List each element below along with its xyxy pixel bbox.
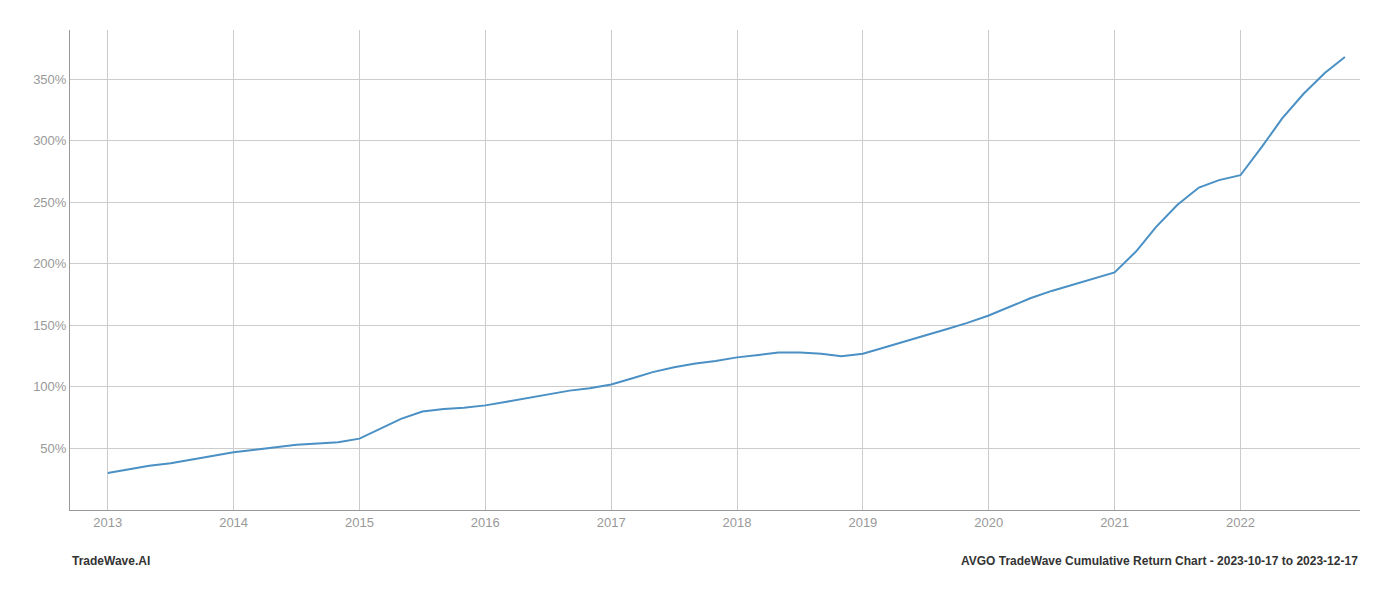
svg-text:300%: 300% [33, 133, 67, 148]
svg-text:2020: 2020 [974, 515, 1003, 530]
svg-text:2014: 2014 [219, 515, 248, 530]
svg-text:100%: 100% [33, 379, 67, 394]
svg-text:2013: 2013 [93, 515, 122, 530]
svg-text:2022: 2022 [1226, 515, 1255, 530]
svg-text:2016: 2016 [471, 515, 500, 530]
svg-text:50%: 50% [40, 441, 66, 456]
svg-text:250%: 250% [33, 195, 67, 210]
svg-text:AVGO TradeWave Cumulative Retu: AVGO TradeWave Cumulative Return Chart -… [961, 554, 1358, 568]
svg-text:350%: 350% [33, 72, 67, 87]
svg-text:200%: 200% [33, 256, 67, 271]
svg-text:2015: 2015 [345, 515, 374, 530]
svg-text:150%: 150% [33, 318, 67, 333]
svg-text:2017: 2017 [597, 515, 626, 530]
svg-text:2018: 2018 [723, 515, 752, 530]
svg-text:TradeWave.AI: TradeWave.AI [72, 554, 150, 568]
svg-text:2019: 2019 [848, 515, 877, 530]
svg-text:2021: 2021 [1100, 515, 1129, 530]
